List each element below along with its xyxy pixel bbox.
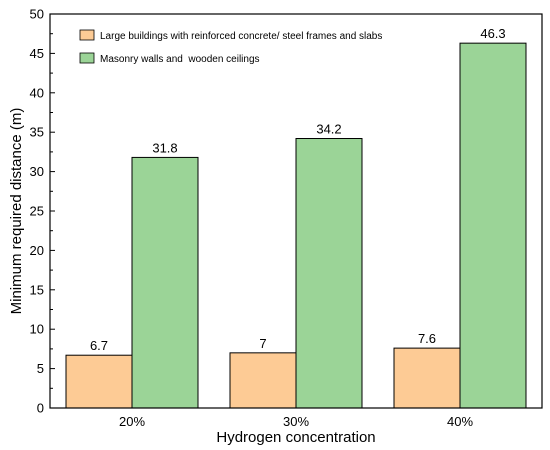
legend-label-series-2: Masonry walls and wooden ceilings [100, 54, 260, 65]
bar-value-label: 6.7 [90, 338, 108, 353]
x-axis: 20% 30% 40% [119, 403, 473, 429]
y-axis-title: Minimum required distance (m) [8, 108, 25, 315]
bar-value-label: 7.6 [418, 331, 436, 346]
y-tick-label: 15 [30, 282, 44, 297]
x-tick-label: 40% [447, 414, 473, 429]
bar-value-label: 31.8 [152, 140, 177, 155]
y-tick-label: 0 [37, 401, 44, 416]
y-tick-label: 5 [37, 361, 44, 376]
y-tick-label: 35 [30, 125, 44, 140]
bar-series-1 [65, 354, 133, 409]
y-tick-label: 30 [30, 164, 44, 179]
legend: Large buildings with reinforced concrete… [79, 29, 382, 65]
legend-label-series-1: Large buildings with reinforced concrete… [100, 31, 382, 42]
y-axis: 0 5 10 15 20 25 30 35 40 45 50 [30, 7, 55, 416]
bar-series-1 [393, 347, 461, 409]
x-tick-label: 30% [283, 414, 309, 429]
y-tick-label: 20 [30, 243, 44, 258]
y-tick-label: 45 [30, 46, 44, 61]
data-labels-layer: 6.7 31.8 7 34.2 7.6 46.3 [90, 26, 506, 353]
bar-value-label: 46.3 [480, 26, 505, 41]
y-tick-label: 40 [30, 85, 44, 100]
y-tick-label: 10 [30, 322, 44, 337]
bar-series-2 [295, 138, 363, 409]
y-tick-label: 50 [30, 7, 44, 22]
x-tick-label: 20% [119, 414, 145, 429]
bars-layer [65, 42, 527, 409]
x-axis-title: Hydrogen concentration [216, 429, 375, 446]
bar-series-1 [229, 352, 297, 409]
y-tick-label: 25 [30, 204, 44, 219]
bar-series-2 [131, 156, 199, 409]
bar-series-2 [459, 42, 527, 409]
legend-swatch-series-2 [79, 52, 95, 64]
bar-value-label: 7 [259, 336, 266, 351]
bar-value-label: 34.2 [316, 122, 341, 137]
legend-swatch-series-1 [79, 29, 95, 41]
